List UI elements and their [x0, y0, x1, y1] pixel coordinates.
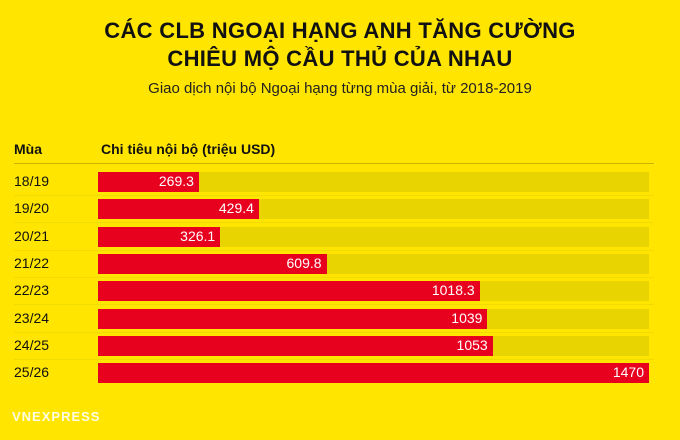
season-label: 23/24: [14, 309, 50, 326]
bar: [98, 308, 488, 329]
header-divider: [14, 163, 654, 164]
season-label: 24/25: [14, 336, 50, 353]
season-label: 25/26: [14, 364, 50, 381]
row-divider: [14, 276, 654, 278]
chart-title-line-2: CHIÊU MỘ CẦU THỦ CỦA NHAU: [167, 46, 513, 71]
bar: [98, 363, 649, 384]
data-label: 1039: [451, 309, 483, 326]
data-label: 1018.3: [431, 282, 475, 299]
chart-title-line-1: CÁC CLB NGOẠI HẠNG ANH TĂNG CƯỜNG: [104, 18, 576, 43]
data-label: 326.1: [180, 227, 216, 244]
row-divider: [14, 222, 654, 224]
bar: [98, 253, 327, 274]
row-divider: [14, 195, 654, 196]
chart-subtitle: Giao dịch nội bộ Ngoại hạng từng mùa giả…: [148, 80, 532, 97]
bar: [98, 172, 199, 192]
row-divider: [14, 331, 654, 333]
data-label: 429.4: [218, 200, 254, 217]
season-label: 21/22: [14, 254, 50, 271]
row-divider: [14, 358, 654, 360]
data-label: 269.3: [158, 173, 194, 189]
row-divider: [14, 304, 654, 306]
season-label: 20/21: [14, 227, 50, 244]
season-label: 22/23: [14, 282, 50, 299]
row-divider: [14, 249, 654, 251]
bar: [98, 199, 259, 220]
bar: [98, 281, 480, 302]
bar-track: [98, 226, 649, 247]
spend-column-header: Chi tiêu nội bộ (triệu USD): [101, 141, 276, 157]
data-label: 609.8: [286, 254, 322, 271]
season-label: 19/20: [14, 200, 50, 217]
season-label: 18/19: [14, 173, 50, 189]
data-label: 1470: [612, 364, 644, 381]
data-label: 1053: [456, 336, 488, 353]
bar: [98, 226, 221, 247]
bar-track: [98, 172, 649, 192]
bar: [98, 335, 493, 356]
vnexpress-logo: VNEXPRESS: [12, 409, 101, 424]
season-column-header: Mùa: [14, 141, 42, 157]
